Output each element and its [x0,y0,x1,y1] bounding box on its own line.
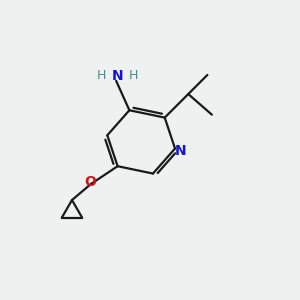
Text: N: N [112,68,123,83]
Text: O: O [85,175,97,188]
Text: N: N [175,144,186,158]
Text: H: H [129,69,139,82]
Text: H: H [97,69,106,82]
